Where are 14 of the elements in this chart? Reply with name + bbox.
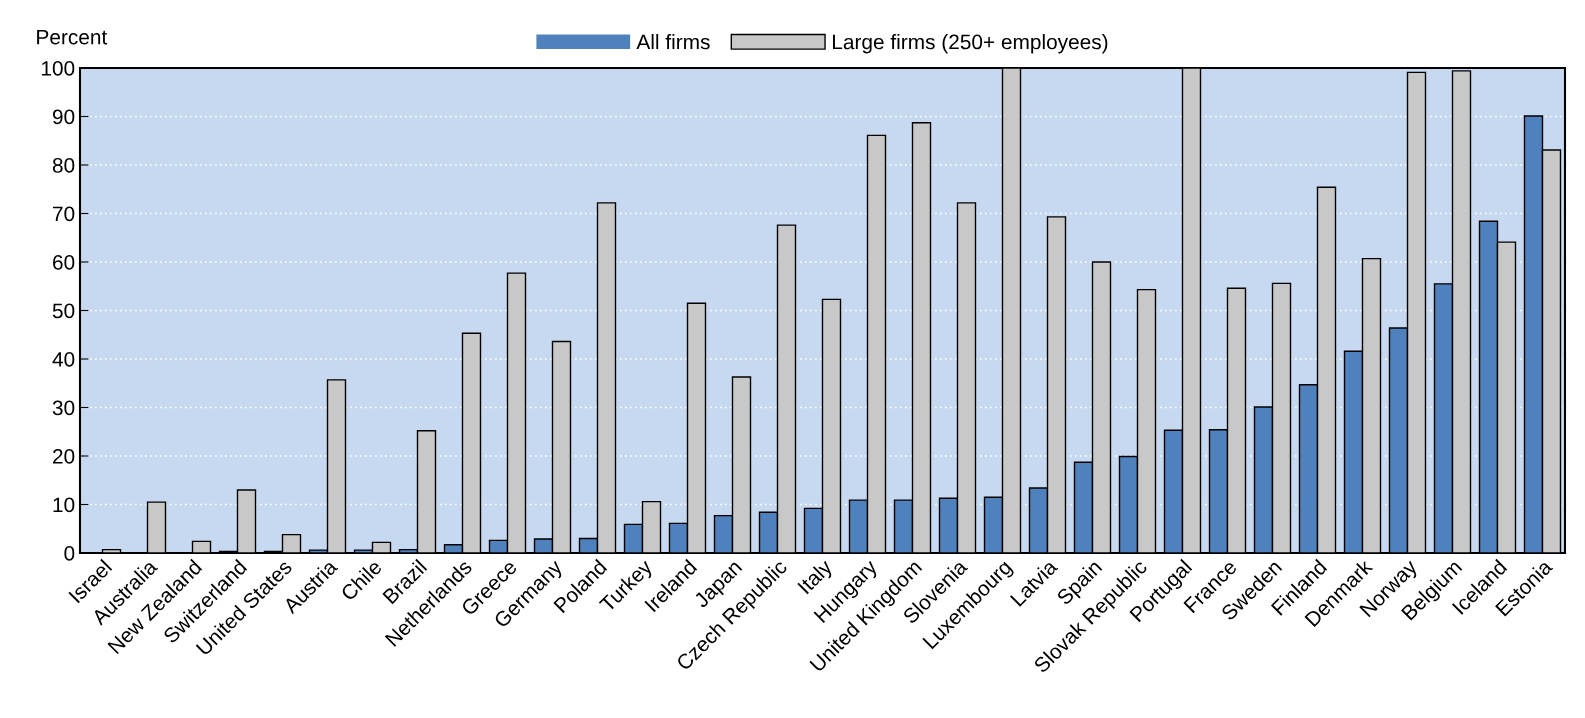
legend-label: All firms <box>636 34 710 50</box>
y-tick-label: 20 <box>53 449 75 464</box>
y-tick-label: 80 <box>52 158 75 173</box>
y-axis-title: Percent <box>37 29 108 45</box>
y-tick-label: 40 <box>52 352 75 367</box>
y-tick-label: 0 <box>64 546 75 561</box>
y-tick-label: 60 <box>53 255 75 270</box>
y-tick-label: 90 <box>52 109 75 125</box>
y-tick-label: 10 <box>53 497 75 513</box>
y-tick-label: 70 <box>53 206 75 222</box>
y-tick-label: 50 <box>52 303 75 319</box>
y-tick-label: 100 <box>41 61 75 76</box>
y-tick-label: 30 <box>52 400 75 416</box>
legend-label: Large firms (250+ employees) <box>833 34 1108 54</box>
